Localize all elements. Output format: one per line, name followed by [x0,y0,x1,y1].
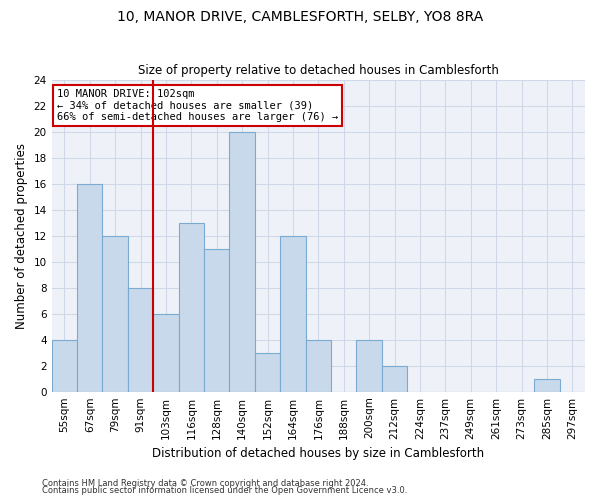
Bar [229,132,255,392]
Text: Contains HM Land Registry data © Crown copyright and database right 2024.: Contains HM Land Registry data © Crown c… [42,478,368,488]
Bar [153,314,179,392]
Bar [204,248,229,392]
Bar [356,340,382,392]
Bar [179,222,204,392]
Bar [103,236,128,392]
X-axis label: Distribution of detached houses by size in Camblesforth: Distribution of detached houses by size … [152,447,484,460]
Y-axis label: Number of detached properties: Number of detached properties [15,142,28,328]
Bar [382,366,407,392]
Text: 10 MANOR DRIVE: 102sqm
← 34% of detached houses are smaller (39)
66% of semi-det: 10 MANOR DRIVE: 102sqm ← 34% of detached… [57,89,338,122]
Bar [77,184,103,392]
Text: 10, MANOR DRIVE, CAMBLESFORTH, SELBY, YO8 8RA: 10, MANOR DRIVE, CAMBLESFORTH, SELBY, YO… [117,10,483,24]
Title: Size of property relative to detached houses in Camblesforth: Size of property relative to detached ho… [138,64,499,77]
Bar [534,378,560,392]
Bar [305,340,331,392]
Bar [280,236,305,392]
Text: Contains public sector information licensed under the Open Government Licence v3: Contains public sector information licen… [42,486,407,495]
Bar [128,288,153,392]
Bar [255,352,280,392]
Bar [52,340,77,392]
